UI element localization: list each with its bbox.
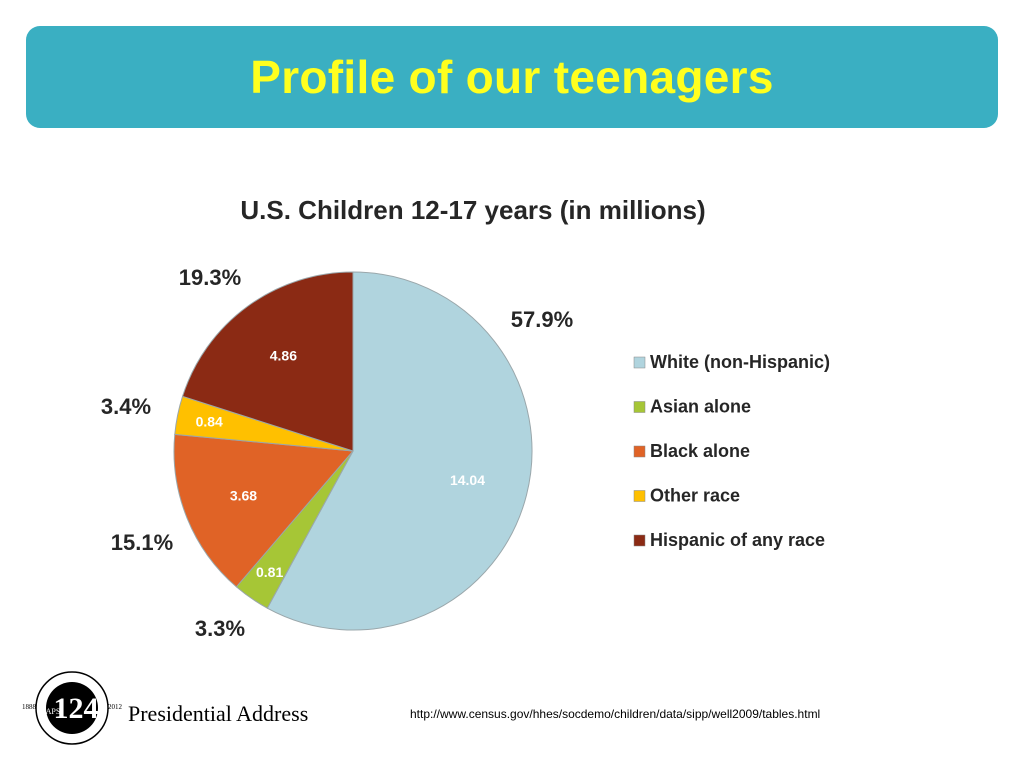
value-label-asian-alone: 0.81: [256, 564, 283, 580]
value-label-white-non-hispanic: 14.04: [450, 472, 485, 488]
chart-title: U.S. Children 12-17 years (in millions): [240, 195, 705, 225]
logo-number: 124: [54, 692, 99, 725]
legend-swatch-hispanic-of-any-race: [633, 534, 646, 547]
slide-title: Profile of our teenagers: [250, 51, 774, 103]
title-banner: Profile of our teenagers: [26, 26, 998, 128]
value-label-other-race: 0.84: [196, 414, 223, 430]
legend-label-asian-alone: Asian alone: [650, 397, 751, 417]
percent-label-white-non-hispanic: 57.9%: [511, 307, 573, 332]
legend-label-black-alone: Black alone: [650, 441, 750, 461]
percent-label-other-race: 3.4%: [101, 394, 151, 419]
legend-label-other-race: Other race: [650, 486, 740, 506]
presidential-address-label: Presidential Address: [128, 701, 309, 726]
percent-label-asian-alone: 3.3%: [195, 616, 245, 641]
legend-swatch-black-alone: [633, 445, 646, 458]
logo-year-end: 2012: [108, 703, 122, 711]
value-label-hispanic-of-any-race: 4.86: [270, 348, 297, 364]
legend-label-white-non-hispanic: White (non-Hispanic): [650, 352, 830, 372]
source-link[interactable]: http://www.census.gov/hhes/socdemo/child…: [410, 707, 821, 721]
legend-swatch-asian-alone: [633, 401, 646, 413]
legend-swatch-other-race: [633, 490, 646, 502]
logo-year-start: 1888: [22, 703, 37, 711]
pie-slice-black-alone: [173, 433, 355, 588]
pie-slice-white-non-hispanic: [266, 271, 533, 631]
value-label-black-alone: 3.68: [230, 487, 257, 503]
pie-slice-hispanic-of-any-race: [181, 271, 354, 452]
aps-logo: 124 APS 1888 2012: [22, 671, 122, 745]
percent-label-black-alone: 15.1%: [111, 530, 173, 555]
legend-swatch-white-non-hispanic: [633, 356, 646, 369]
logo-initials: APS: [46, 707, 61, 716]
legend-label-hispanic-of-any-race: Hispanic of any race: [650, 530, 825, 550]
percent-label-hispanic-of-any-race: 19.3%: [179, 265, 241, 290]
